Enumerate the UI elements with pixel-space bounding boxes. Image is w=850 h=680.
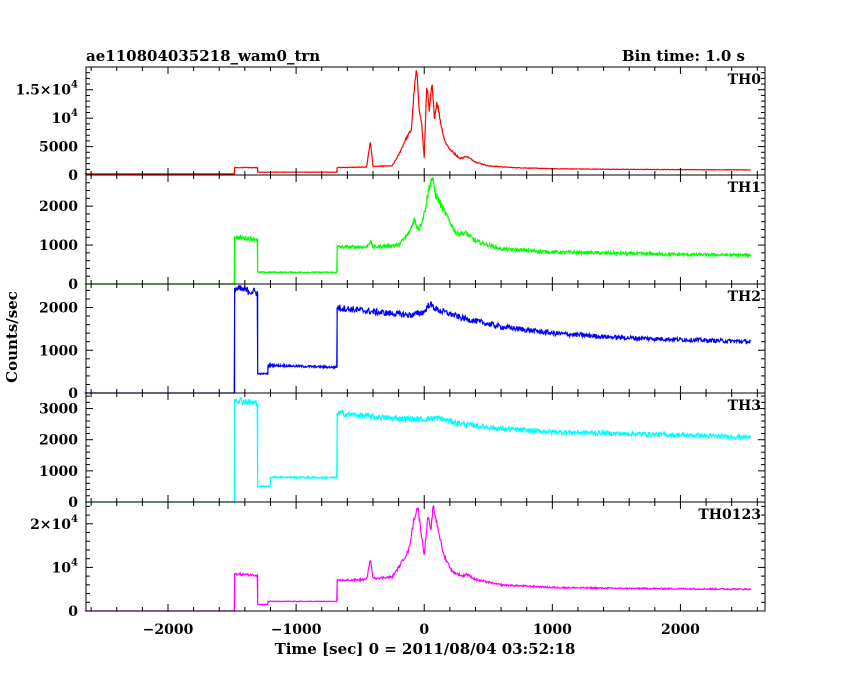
y-tick-label-base: 2×10 — [30, 517, 71, 533]
y-tick-label: 1.5×104 — [15, 80, 78, 99]
x-tick-label: 0 — [419, 622, 429, 638]
panel-name-label: TH1 — [728, 180, 761, 196]
y-tick-label: 0 — [68, 386, 78, 402]
panel-name-label: TH2 — [728, 289, 761, 305]
y-tick-label: 2000 — [39, 301, 78, 317]
x-tick-label: −1000 — [271, 622, 322, 638]
x-tick-label: −2000 — [143, 622, 194, 638]
y-tick-label: 1000 — [39, 238, 78, 254]
x-tick-label: 1000 — [533, 622, 572, 638]
y-tick-label: 2×104 — [30, 514, 78, 533]
y-tick-label-exponent: 4 — [71, 108, 78, 119]
y-tick-label: 1000 — [39, 343, 78, 359]
series-th0-line — [84, 70, 751, 175]
y-tick-label-base: 10 — [52, 560, 72, 576]
panel-name-label: TH0 — [728, 72, 762, 88]
panel-name-label: TH3 — [728, 398, 761, 414]
y-tick-label: 0 — [68, 277, 78, 293]
y-tick-label: 0 — [68, 604, 78, 620]
series-th3-line — [84, 396, 752, 503]
panel-name-label: TH0123 — [698, 507, 761, 523]
x-axis-label: Time [sec] 0 = 2011/08/04 03:52:18 — [275, 640, 576, 658]
y-tick-label: 3000 — [39, 402, 78, 418]
y-tick-label: 0 — [68, 168, 78, 184]
panel-frame — [85, 174, 766, 285]
y-tick-label-base: 1.5×10 — [15, 83, 71, 99]
y-tick-label: 0 — [68, 495, 78, 511]
y-tick-label: 5000 — [39, 140, 78, 156]
panel-frame — [85, 392, 766, 503]
y-tick-label-base: 10 — [52, 111, 72, 127]
panel-th1: 0 1000 2000 TH1 — [39, 174, 766, 293]
chart-title: ae110804035218_wam0_trn — [86, 47, 320, 65]
series-th2-line — [84, 285, 752, 394]
panel-frame — [85, 283, 766, 394]
bin-time-label: Bin time: 1.0 s — [622, 47, 745, 65]
y-tick-label-exponent: 4 — [71, 80, 78, 91]
panel-th3: 0 1000 2000 3000 TH3 — [39, 392, 766, 511]
y-tick-label: 1000 — [39, 464, 78, 480]
y-tick-label: 2000 — [39, 199, 78, 215]
series-th1-line — [84, 177, 752, 285]
panel-th2: 0 1000 2000 TH2 — [39, 283, 766, 402]
y-tick-label: 104 — [52, 557, 78, 576]
y-tick-label-exponent: 4 — [71, 557, 78, 568]
x-tick-label: 2000 — [661, 622, 700, 638]
panel-frame — [85, 501, 766, 612]
y-axis-label: Counts/sec — [3, 291, 21, 383]
y-tick-label: 2000 — [39, 433, 78, 449]
y-tick-label-exponent: 4 — [71, 514, 78, 525]
series-th0123-line — [84, 504, 752, 612]
y-tick-label: 104 — [52, 108, 78, 127]
